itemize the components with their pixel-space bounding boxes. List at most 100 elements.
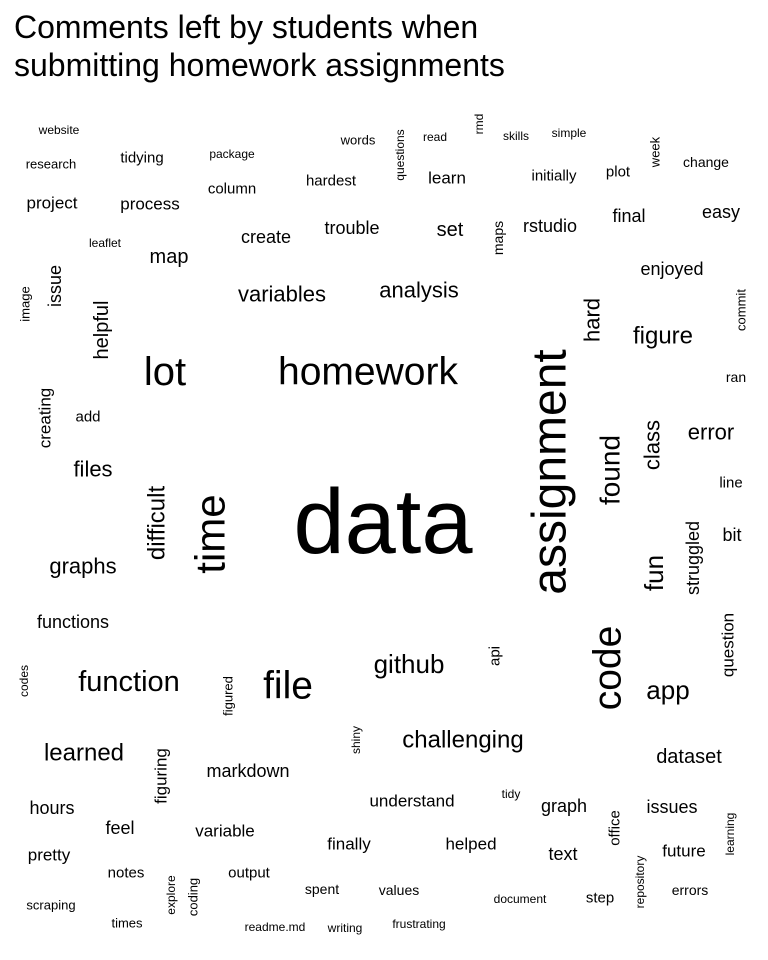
word-document: document	[494, 892, 547, 906]
word-github: github	[374, 649, 445, 679]
word-shiny: shiny	[349, 726, 363, 754]
word-initially: initially	[531, 168, 577, 185]
word-learning: learning	[723, 813, 737, 856]
word-explore: explore	[164, 875, 178, 915]
word-issue: issue	[45, 265, 65, 307]
word-variables: variables	[238, 282, 326, 307]
word-times: times	[111, 916, 143, 931]
word-finally: finally	[327, 835, 371, 854]
word-files: files	[73, 457, 112, 482]
word-hours: hours	[29, 798, 74, 818]
word-hardest: hardest	[306, 173, 357, 190]
word-rstudio: rstudio	[523, 216, 577, 236]
word-bit: bit	[722, 525, 741, 545]
word-markdown: markdown	[206, 761, 289, 781]
word-helpful: helpful	[91, 301, 113, 360]
word-repository: repository	[633, 856, 647, 909]
word-found: found	[595, 435, 626, 505]
word-tidy: tidy	[502, 787, 521, 801]
word-function: function	[78, 666, 180, 698]
word-package: package	[209, 147, 255, 161]
word-fun: fun	[639, 555, 669, 591]
word-change: change	[683, 154, 729, 170]
word-pretty: pretty	[28, 846, 71, 865]
word-time: time	[187, 494, 234, 573]
word-commit: commit	[734, 289, 749, 331]
word-create: create	[241, 227, 291, 247]
word-feel: feel	[105, 818, 134, 838]
word-challenging: challenging	[402, 727, 523, 754]
word-text: text	[548, 844, 577, 864]
word-errors: errors	[672, 882, 709, 898]
word-research: research	[26, 157, 77, 172]
word-scraping: scraping	[26, 898, 75, 913]
word-set: set	[437, 219, 464, 241]
word-easy: easy	[702, 202, 740, 222]
word-simple: simple	[552, 126, 587, 140]
word-output: output	[228, 865, 271, 882]
word-step: step	[586, 890, 614, 907]
word-notes: notes	[108, 865, 145, 882]
word-variable: variable	[195, 822, 255, 841]
word-map: map	[150, 246, 189, 268]
word-lot: lot	[144, 350, 186, 394]
word-api: api	[487, 646, 504, 666]
word-app: app	[646, 675, 689, 705]
word-website: website	[38, 123, 80, 137]
word-frustrating: frustrating	[392, 917, 445, 931]
word-words: words	[340, 133, 376, 148]
word-functions: functions	[37, 612, 109, 632]
word-column: column	[208, 181, 256, 198]
word-questions: questions	[393, 129, 407, 180]
word-dataset: dataset	[656, 746, 722, 768]
word-issues: issues	[646, 797, 697, 817]
word-maps: maps	[490, 221, 506, 255]
word-figure: figure	[633, 323, 693, 350]
word-coding: coding	[186, 878, 201, 916]
word-figured: figured	[221, 676, 236, 716]
word-analysis: analysis	[379, 278, 458, 303]
word-project: project	[26, 194, 77, 213]
word-enjoyed: enjoyed	[640, 259, 703, 279]
chart-title: Comments left by students when submittin…	[14, 9, 505, 83]
word-hard: hard	[580, 298, 605, 342]
word-final: final	[612, 206, 645, 226]
word-spent: spent	[305, 881, 339, 897]
word-add: add	[75, 409, 100, 426]
word-trouble: trouble	[324, 218, 379, 238]
word-future: future	[662, 842, 705, 861]
word-process: process	[120, 195, 180, 214]
word-read: read	[423, 130, 447, 144]
word-struggled: struggled	[683, 521, 703, 595]
word-helped: helped	[445, 835, 496, 854]
word-difficult: difficult	[144, 486, 171, 561]
word-error: error	[688, 420, 734, 445]
word-tidying: tidying	[120, 150, 163, 167]
word-readme-md: readme.md	[245, 920, 306, 934]
word-codes: codes	[17, 665, 31, 697]
word-graph: graph	[541, 796, 587, 816]
word-data: data	[293, 471, 473, 573]
word-file: file	[263, 665, 313, 708]
word-rmd: rmd	[472, 114, 486, 135]
word-understand: understand	[369, 792, 454, 811]
word-leaflet: leaflet	[89, 236, 122, 250]
word-question: question	[719, 613, 738, 677]
word-week: week	[648, 136, 663, 168]
word-graphs: graphs	[49, 554, 116, 579]
word-creating: creating	[36, 388, 55, 448]
word-learned: learned	[44, 740, 124, 767]
word-office: office	[607, 810, 624, 846]
word-code: code	[587, 626, 630, 711]
word-line: line	[719, 475, 742, 492]
word-skills: skills	[503, 129, 529, 143]
word-plot: plot	[606, 164, 631, 181]
word-writing: writing	[327, 921, 363, 935]
word-values: values	[379, 882, 419, 898]
word-homework: homework	[278, 351, 458, 394]
word-class: class	[640, 420, 665, 470]
word-ran: ran	[726, 369, 746, 385]
word-assignment: assignment	[524, 349, 577, 594]
